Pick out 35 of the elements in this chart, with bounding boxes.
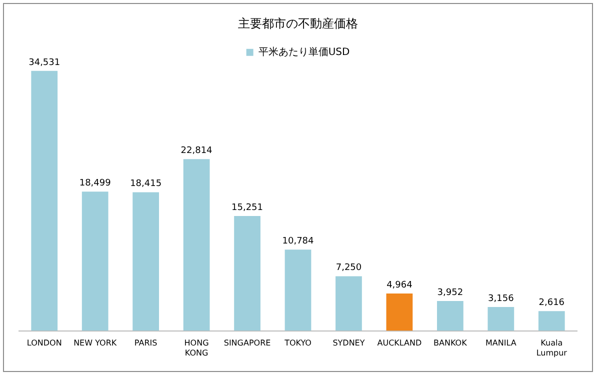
data-label: 3,952 <box>437 288 464 298</box>
x-tick-label: Kuala Lumpur <box>536 338 568 358</box>
data-label: 7,250 <box>336 263 362 274</box>
bar <box>284 250 312 331</box>
bar <box>488 307 514 331</box>
bar <box>183 159 210 331</box>
x-tick-label: MANILA <box>485 338 517 348</box>
bar <box>386 293 413 331</box>
x-tick-label: PARIS <box>134 338 158 348</box>
data-label: 3,156 <box>488 294 514 304</box>
x-tick-label: NEW YORK <box>74 338 118 348</box>
legend-label: 平米あたり単価USD <box>258 46 350 58</box>
chart-title: 主要都市の不動産価格 <box>238 16 358 30</box>
data-label: 15,251 <box>232 202 264 213</box>
data-label: 18,499 <box>79 178 112 188</box>
x-tick-label: TOKYO <box>284 338 312 348</box>
x-tick-label: BANKOK <box>434 338 468 348</box>
data-label: 10,784 <box>282 236 314 246</box>
data-label: 34,531 <box>28 58 60 68</box>
data-label: 4,964 <box>386 280 413 290</box>
data-label: 22,814 <box>180 146 213 156</box>
bar <box>538 311 565 331</box>
data-label: 18,415 <box>130 179 162 190</box>
bar <box>31 70 58 331</box>
bar <box>82 192 108 331</box>
bar <box>234 216 260 331</box>
x-tick-label: LONDON <box>26 338 62 348</box>
bar <box>336 276 362 331</box>
bar <box>132 192 160 331</box>
bar <box>436 301 464 331</box>
x-tick-label: AUCKLAND <box>377 338 422 348</box>
x-tick-label: SINGAPORE <box>224 338 271 348</box>
data-label: 2,616 <box>538 298 565 308</box>
x-tick-label: SYDNEY <box>332 338 365 348</box>
x-tick-label: HONG KONG <box>184 338 209 358</box>
